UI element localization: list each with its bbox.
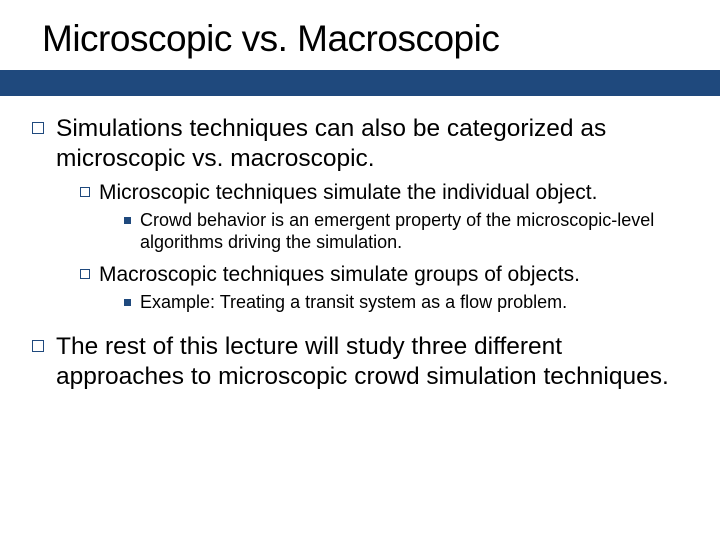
bullet-level1: Simulations techniques can also be categ… — [32, 114, 690, 174]
bullet-level3: Example: Treating a transit system as a … — [124, 292, 690, 314]
bullet-text: Macroscopic techniques simulate groups o… — [99, 262, 580, 288]
bullet-text: Example: Treating a transit system as a … — [140, 292, 567, 314]
square-solid-icon — [124, 217, 131, 224]
square-outline-icon — [80, 269, 90, 279]
square-outline-icon — [32, 122, 44, 134]
square-outline-icon — [32, 340, 44, 352]
square-solid-icon — [124, 299, 131, 306]
bullet-level3: Crowd behavior is an emergent property o… — [124, 210, 690, 254]
title-accent-bar — [0, 70, 720, 96]
bullet-level2: Microscopic techniques simulate the indi… — [80, 180, 690, 206]
bullet-text: Crowd behavior is an emergent property o… — [140, 210, 690, 254]
content-area: Simulations techniques can also be categ… — [22, 96, 698, 392]
bullet-text: Simulations techniques can also be categ… — [56, 114, 690, 174]
bullet-text: The rest of this lecture will study thre… — [56, 332, 690, 392]
bullet-level2: Macroscopic techniques simulate groups o… — [80, 262, 690, 288]
slide-title: Microscopic vs. Macroscopic — [22, 18, 698, 60]
square-outline-icon — [80, 187, 90, 197]
slide: Microscopic vs. Macroscopic Simulations … — [0, 0, 720, 540]
bullet-level1: The rest of this lecture will study thre… — [32, 332, 690, 392]
bullet-text: Microscopic techniques simulate the indi… — [99, 180, 597, 206]
spacer — [32, 322, 690, 332]
